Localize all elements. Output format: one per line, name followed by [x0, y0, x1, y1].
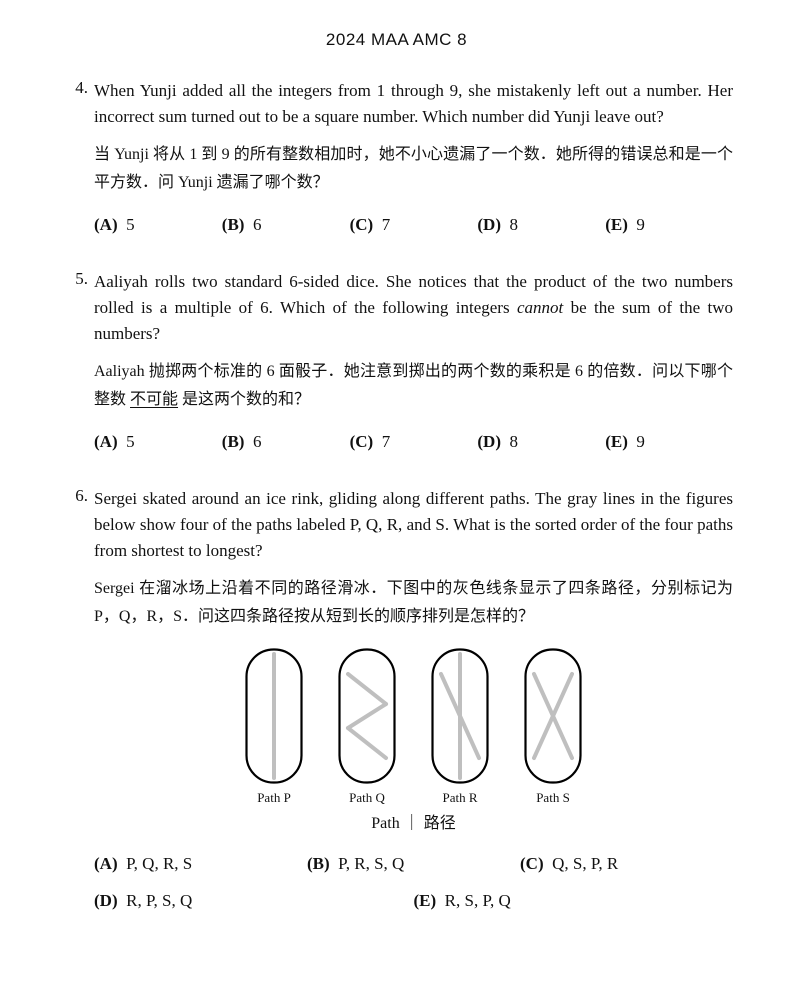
fig-label: Path P	[257, 788, 291, 808]
rink-p-svg	[245, 648, 303, 784]
problem-5: 5. Aaliyah rolls two standard 6-sided di…	[60, 269, 733, 456]
choices-row-2: (D) R, P, S, Q (E) R, S, P, Q	[94, 888, 733, 914]
problem-text-zh: 当 Yunji 将从 1 到 9 的所有整数相加时，她不小心遗漏了一个数．她所得…	[94, 141, 733, 199]
choices-row-1: (A) P, Q, R, S (B) P, R, S, Q (C) Q, S, …	[94, 851, 733, 877]
choice-d: (D) 8	[477, 212, 605, 238]
problem-text-zh: Sergei 在溜冰场上沿着不同的路径滑冰．下图中的灰色线条显示了四条路径，分别…	[94, 575, 733, 633]
choice-b: (B) 6	[222, 429, 350, 455]
problem-number: 6.	[60, 486, 94, 506]
problem-text-en: Aaliyah rolls two standard 6-sided dice.…	[94, 269, 733, 348]
problem-4: 4. When Yunji added all the integers fro…	[60, 78, 733, 239]
rink-s-svg	[524, 648, 582, 784]
fig-r: Path R	[431, 648, 489, 808]
fig-s: Path S	[524, 648, 582, 808]
choice-b: (B) P, R, S, Q	[307, 851, 520, 877]
problem-number: 4.	[60, 78, 94, 98]
problem-text-en: Sergei skated around an ice rink, glidin…	[94, 486, 733, 565]
choices: (A) 5 (B) 6 (C) 7 (D) 8 (E) 9	[94, 212, 733, 238]
fig-q: Path Q	[338, 648, 396, 808]
choice-c: (C) 7	[350, 212, 478, 238]
problem-number: 5.	[60, 269, 94, 289]
problem-6: 6. Sergei skated around an ice rink, gli…	[60, 486, 733, 914]
choice-b: (B) 6	[222, 212, 350, 238]
rink-figures: Path P Path Q Path R Path S	[94, 648, 733, 808]
choice-a: (A) 5	[94, 212, 222, 238]
choice-e: (E) 9	[605, 212, 733, 238]
fig-p: Path P	[245, 648, 303, 808]
choice-d: (D) 8	[477, 429, 605, 455]
rink-r-svg	[431, 648, 489, 784]
choice-c: (C) 7	[350, 429, 478, 455]
problem-text-en: When Yunji added all the integers from 1…	[94, 78, 733, 131]
choice-e: (E) R, S, P, Q	[414, 888, 734, 914]
choice-e: (E) 9	[605, 429, 733, 455]
exam-page: 2024 MAA AMC 8 4. When Yunji added all t…	[0, 0, 793, 984]
problem-text-zh: Aaliyah 抛掷两个标准的 6 面骰子．她注意到掷出的两个数的乘积是 6 的…	[94, 358, 733, 416]
choice-a: (A) P, Q, R, S	[94, 851, 307, 877]
fig-label: Path Q	[349, 788, 385, 808]
choices: (A) 5 (B) 6 (C) 7 (D) 8 (E) 9	[94, 429, 733, 455]
page-header: 2024 MAA AMC 8	[60, 30, 733, 50]
choice-d: (D) R, P, S, Q	[94, 888, 414, 914]
figure-caption: Path ｜ 路径	[94, 812, 733, 837]
rink-q-svg	[338, 648, 396, 784]
choice-c: (C) Q, S, P, R	[520, 851, 733, 877]
fig-label: Path S	[536, 788, 570, 808]
choice-a: (A) 5	[94, 429, 222, 455]
fig-label: Path R	[442, 788, 477, 808]
